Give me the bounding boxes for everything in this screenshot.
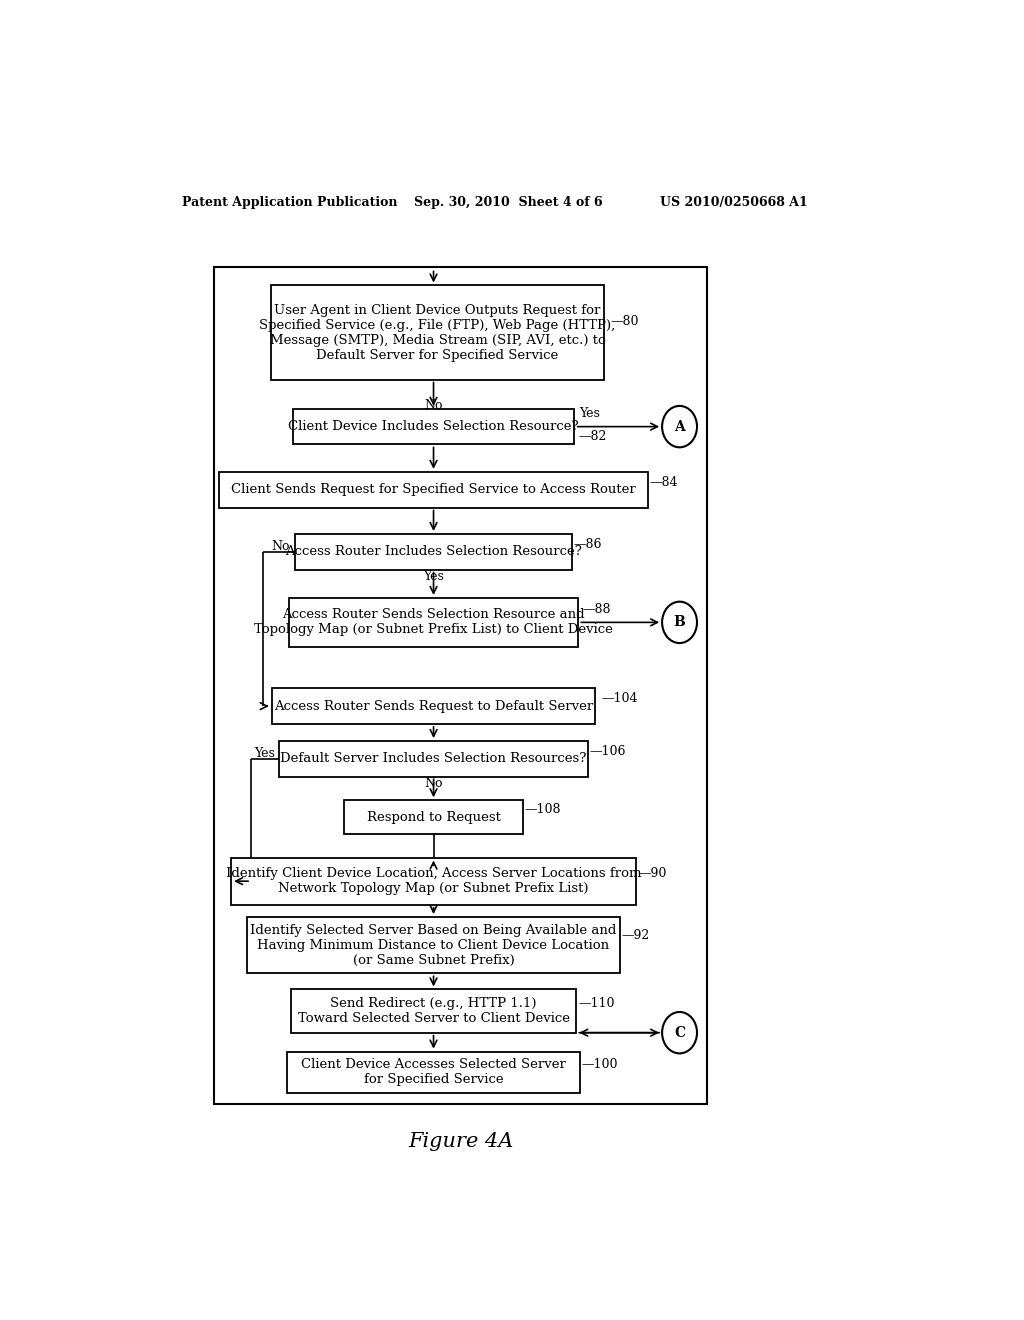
Text: No: No [271,540,290,553]
Text: Access Router Sends Selection Resource and
Topology Map (or Subnet Prefix List) : Access Router Sends Selection Resource a… [254,609,613,636]
Text: Figure 4A: Figure 4A [409,1133,514,1151]
Text: User Agent in Client Device Outputs Request for
Specified Service (e.g., File (F: User Agent in Client Device Outputs Requ… [259,304,615,362]
Circle shape [663,407,697,447]
Text: No: No [424,399,442,412]
Circle shape [663,602,697,643]
Text: Sep. 30, 2010  Sheet 4 of 6: Sep. 30, 2010 Sheet 4 of 6 [414,197,602,209]
Text: Yes: Yes [579,407,600,420]
Text: —110: —110 [579,997,615,1010]
FancyBboxPatch shape [344,800,523,834]
Text: —82: —82 [578,429,606,442]
Text: —100: —100 [582,1059,618,1072]
FancyBboxPatch shape [291,990,577,1032]
Text: Yes: Yes [423,570,444,582]
Text: Yes: Yes [254,747,274,760]
Text: Access Router Includes Selection Resource?: Access Router Includes Selection Resourc… [285,545,582,558]
Text: —106: —106 [590,744,627,758]
Circle shape [663,1012,697,1053]
Text: C: C [674,1026,685,1040]
FancyBboxPatch shape [293,409,574,445]
Text: B: B [674,615,685,630]
Text: Identify Selected Server Based on Being Available and
Having Minimum Distance to: Identify Selected Server Based on Being … [250,924,616,966]
FancyBboxPatch shape [270,285,604,380]
Text: Client Sends Request for Specified Service to Access Router: Client Sends Request for Specified Servi… [231,483,636,496]
Text: Client Device Accesses Selected Server
for Specified Service: Client Device Accesses Selected Server f… [301,1059,566,1086]
Text: —108: —108 [524,803,561,816]
Text: Identify Client Device Location, Access Server Locations from
Network Topology M: Identify Client Device Location, Access … [225,867,641,895]
FancyBboxPatch shape [219,471,648,508]
Text: —80: —80 [610,314,639,327]
FancyBboxPatch shape [287,1052,581,1093]
Text: Default Server Includes Selection Resources?: Default Server Includes Selection Resour… [281,752,587,766]
FancyBboxPatch shape [289,598,579,647]
Text: Patent Application Publication: Patent Application Publication [182,197,397,209]
Text: —88: —88 [583,603,611,615]
Text: US 2010/0250668 A1: US 2010/0250668 A1 [659,197,808,209]
Text: —90: —90 [638,867,667,880]
FancyBboxPatch shape [279,741,588,776]
Text: A: A [674,420,685,433]
Text: —92: —92 [622,929,650,942]
FancyBboxPatch shape [247,917,620,973]
FancyBboxPatch shape [296,533,571,570]
Text: No: No [424,776,442,789]
FancyBboxPatch shape [231,858,636,904]
Text: Respond to Request: Respond to Request [367,810,501,824]
FancyBboxPatch shape [271,688,595,723]
Text: —104: —104 [602,692,638,705]
Text: Access Router Sends Request to Default Server: Access Router Sends Request to Default S… [273,700,593,713]
Text: Client Device Includes Selection Resource?: Client Device Includes Selection Resourc… [288,420,579,433]
Text: Send Redirect (e.g., HTTP 1.1)
Toward Selected Server to Client Device: Send Redirect (e.g., HTTP 1.1) Toward Se… [298,997,569,1026]
Text: —86: —86 [573,537,602,550]
Text: —84: —84 [649,475,678,488]
